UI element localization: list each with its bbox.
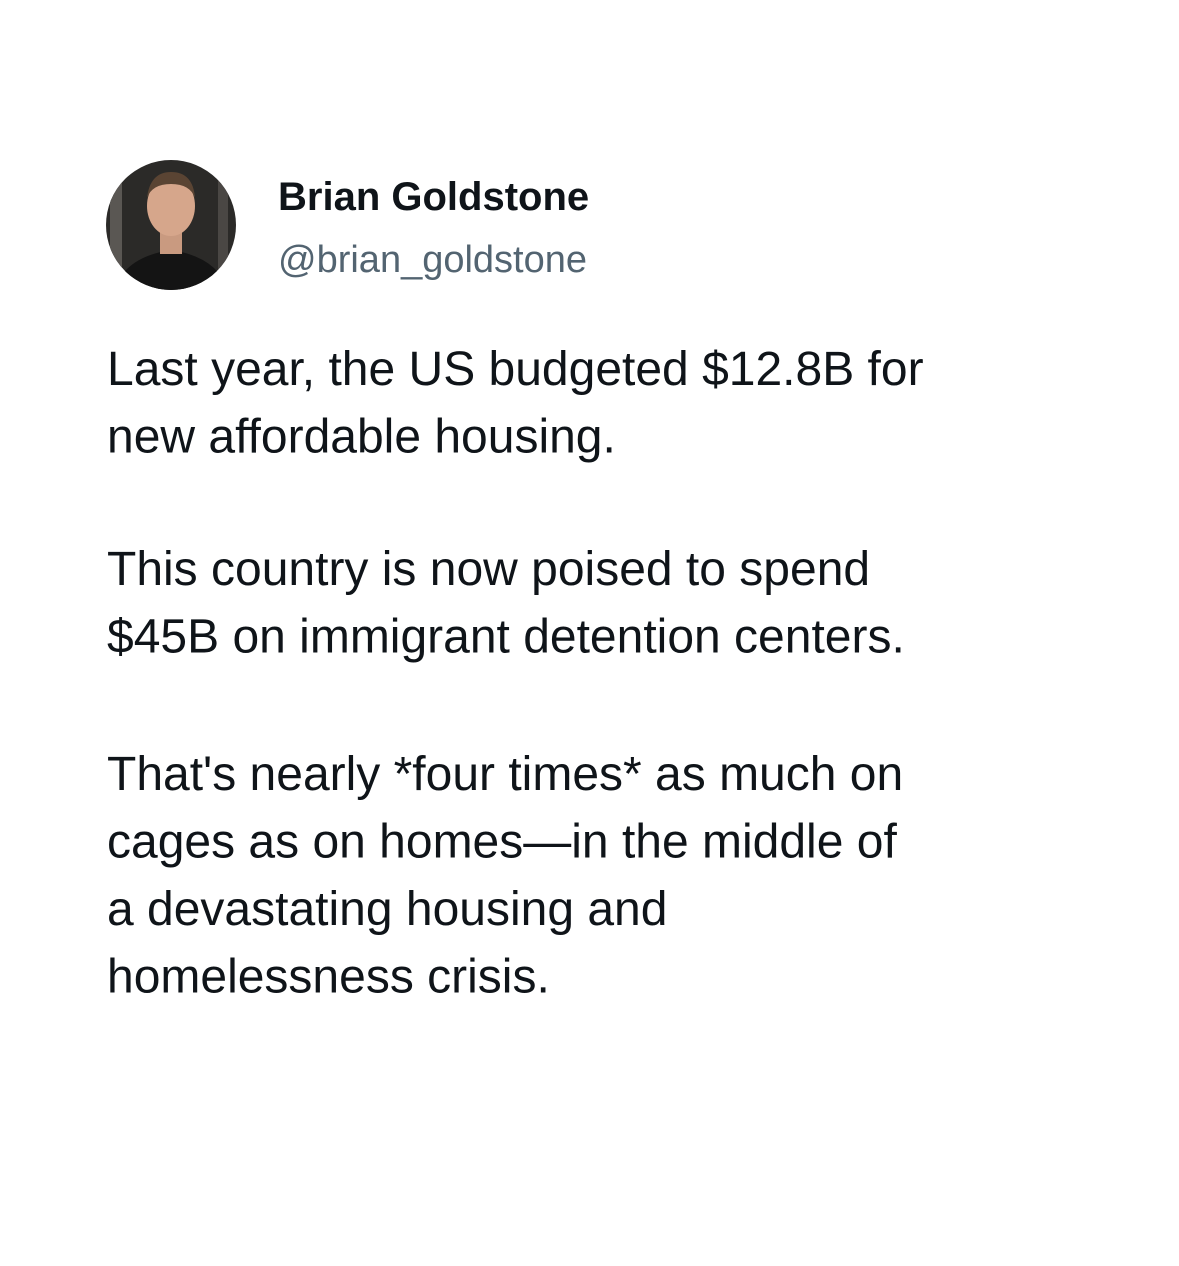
tweet-line: cages as on homes—in the middle of [107, 816, 897, 869]
avatar[interactable] [100, 155, 245, 300]
author-name[interactable]: Brian Goldstone [278, 175, 589, 219]
tweet-line: $45B on immigrant detention centers. [107, 611, 905, 664]
tweet-line: a devastating housing and [107, 883, 667, 936]
tweet-line: This country is now poised to spend [107, 543, 870, 596]
tweet-line: new affordable housing. [107, 411, 616, 464]
tweet-line: That's nearly *four times* as much on [107, 748, 903, 801]
tweet-line: homelessness crisis. [107, 951, 550, 1004]
tweet-text: Last year, the US budgeted $12.8B for new… [107, 343, 924, 1004]
author-handle[interactable]: @brian_goldstone [278, 239, 587, 281]
tweet-line: Last year, the US budgeted $12.8B for [107, 343, 924, 396]
